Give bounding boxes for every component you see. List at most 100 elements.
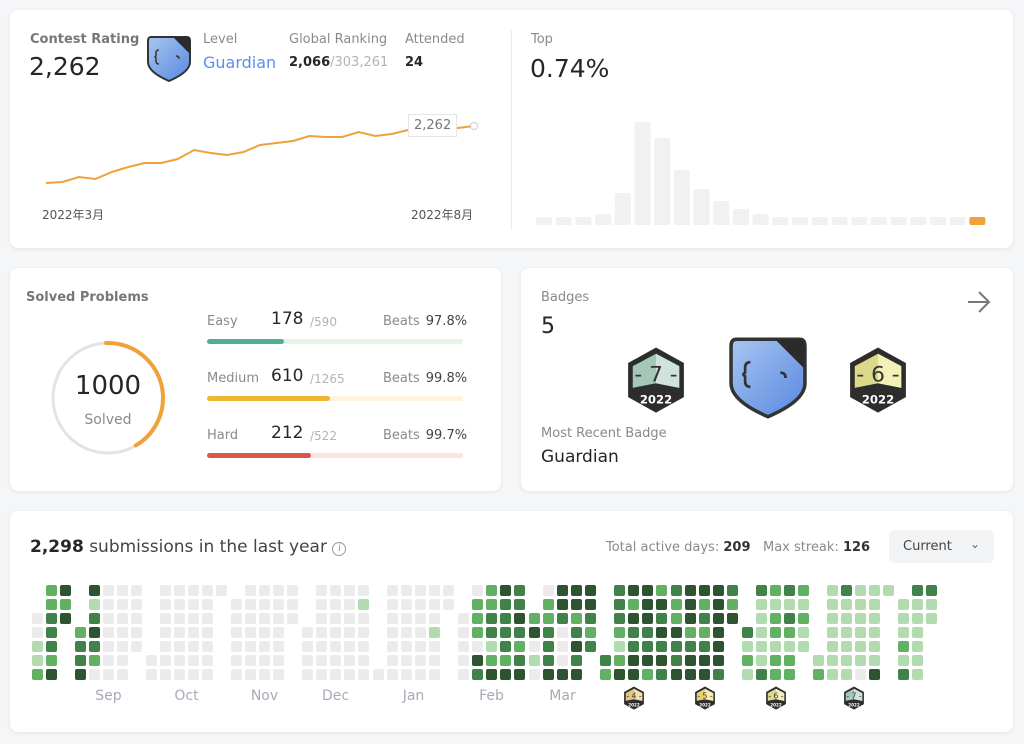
heatmap-day[interactable] — [656, 627, 667, 638]
heatmap-day[interactable] — [514, 613, 525, 624]
heatmap-day[interactable] — [514, 641, 525, 652]
heatmap-day[interactable] — [543, 669, 554, 680]
heatmap-day[interactable] — [429, 585, 440, 596]
heatmap-day[interactable] — [472, 641, 483, 652]
heatmap-day[interactable] — [32, 627, 43, 638]
heatmap-day[interactable] — [89, 641, 100, 652]
heatmap-day[interactable] — [869, 627, 880, 638]
heatmap-day[interactable] — [898, 599, 909, 610]
heatmap-day[interactable] — [245, 585, 256, 596]
heatmap-day[interactable] — [827, 669, 838, 680]
heatmap-day[interactable] — [486, 585, 497, 596]
heatmap-day[interactable] — [316, 669, 327, 680]
heatmap-day[interactable] — [685, 599, 696, 610]
heatmap-day[interactable] — [699, 655, 710, 666]
heatmap-day[interactable] — [32, 613, 43, 624]
heatmap-day[interactable] — [742, 627, 753, 638]
heatmap-day[interactable] — [458, 613, 469, 624]
heatmap-day[interactable] — [358, 627, 369, 638]
heatmap-day[interactable] — [699, 627, 710, 638]
heatmap-day[interactable] — [628, 641, 639, 652]
heatmap-day[interactable] — [500, 613, 511, 624]
heatmap-day[interactable] — [259, 585, 270, 596]
heatmap-day[interactable] — [571, 669, 582, 680]
heatmap-day[interactable] — [46, 669, 57, 680]
heatmap-day[interactable] — [685, 641, 696, 652]
heatmap-day[interactable] — [429, 669, 440, 680]
heatmap-day[interactable] — [557, 627, 568, 638]
heatmap-day[interactable] — [344, 599, 355, 610]
heatmap-day[interactable] — [273, 585, 284, 596]
heatmap-day[interactable] — [32, 655, 43, 666]
level-value[interactable]: Guardian — [203, 53, 277, 72]
heatmap-day[interactable] — [472, 599, 483, 610]
year-dropdown[interactable]: Current ⌄ — [889, 530, 994, 563]
heatmap-day[interactable] — [557, 669, 568, 680]
heatmap-day[interactable] — [202, 655, 213, 666]
heatmap-day[interactable] — [174, 669, 185, 680]
heatmap-day[interactable] — [344, 585, 355, 596]
heatmap-day[interactable] — [571, 655, 582, 666]
heatmap-day[interactable] — [869, 599, 880, 610]
heatmap-day[interactable] — [174, 627, 185, 638]
heatmap-day[interactable] — [486, 627, 497, 638]
heatmap-day[interactable] — [841, 585, 852, 596]
heatmap-day[interactable] — [188, 641, 199, 652]
heatmap-day[interactable] — [486, 641, 497, 652]
heatmap-day[interactable] — [841, 627, 852, 638]
heatmap-day[interactable] — [756, 613, 767, 624]
heatmap-day[interactable] — [514, 655, 525, 666]
heatmap-day[interactable] — [287, 613, 298, 624]
heatmap-day[interactable] — [671, 669, 682, 680]
heatmap-day[interactable] — [245, 641, 256, 652]
heatmap-day[interactable] — [642, 627, 653, 638]
heatmap-day[interactable] — [642, 669, 653, 680]
heatmap-day[interactable] — [713, 585, 724, 596]
heatmap-day[interactable] — [387, 585, 398, 596]
heatmap-day[interactable] — [912, 669, 923, 680]
heatmap-day[interactable] — [330, 627, 341, 638]
heatmap-day[interactable] — [401, 599, 412, 610]
heatmap-day[interactable] — [628, 669, 639, 680]
heatmap-day[interactable] — [500, 599, 511, 610]
heatmap-day[interactable] — [529, 669, 540, 680]
heatmap-day[interactable] — [827, 627, 838, 638]
heatmap-day[interactable] — [188, 599, 199, 610]
heatmap-day[interactable] — [813, 655, 824, 666]
heatmap-day[interactable] — [415, 585, 426, 596]
heatmap-day[interactable] — [784, 585, 795, 596]
heatmap-day[interactable] — [557, 613, 568, 624]
heatmap-day[interactable] — [912, 599, 923, 610]
heatmap-day[interactable] — [387, 655, 398, 666]
heatmap-day[interactable] — [713, 627, 724, 638]
heatmap-day[interactable] — [656, 655, 667, 666]
guardian-badge-large-icon[interactable] — [726, 334, 810, 422]
heatmap-day[interactable] — [401, 613, 412, 624]
heatmap-day[interactable] — [316, 655, 327, 666]
heatmap-day[interactable] — [202, 641, 213, 652]
heatmap-day[interactable] — [656, 613, 667, 624]
heatmap-day[interactable] — [302, 655, 313, 666]
heatmap-day[interactable] — [46, 655, 57, 666]
heatmap-day[interactable] — [231, 613, 242, 624]
heatmap-day[interactable] — [358, 585, 369, 596]
heatmap-day[interactable] — [387, 627, 398, 638]
heatmap-day[interactable] — [685, 613, 696, 624]
heatmap-day[interactable] — [60, 585, 71, 596]
heatmap-day[interactable] — [46, 613, 57, 624]
heatmap-day[interactable] — [898, 627, 909, 638]
heatmap-day[interactable] — [770, 669, 781, 680]
heatmap-day[interactable] — [216, 585, 227, 596]
heatmap-day[interactable] — [330, 641, 341, 652]
heatmap-day[interactable] — [472, 585, 483, 596]
heatmap-day[interactable] — [429, 641, 440, 652]
heatmap-day[interactable] — [302, 669, 313, 680]
annual-badge-7-icon[interactable]: - 7 - 2022 — [625, 346, 687, 414]
heatmap-day[interactable] — [273, 655, 284, 666]
heatmap-day[interactable] — [131, 585, 142, 596]
heatmap-day[interactable] — [117, 585, 128, 596]
heatmap-day[interactable] — [770, 641, 781, 652]
heatmap-day[interactable] — [571, 613, 582, 624]
heatmap-day[interactable] — [756, 669, 767, 680]
heatmap-day[interactable] — [117, 655, 128, 666]
